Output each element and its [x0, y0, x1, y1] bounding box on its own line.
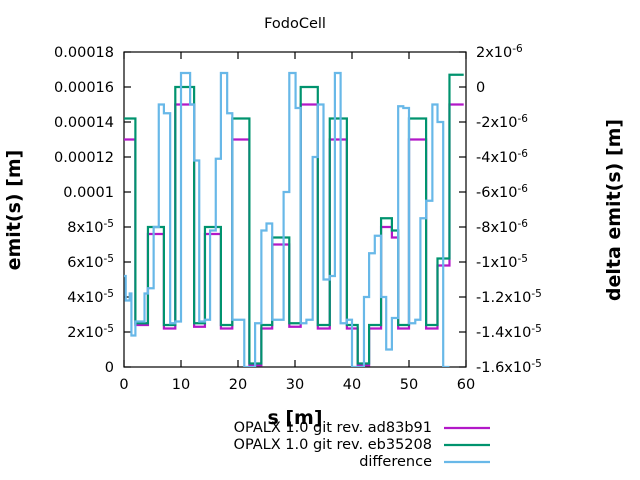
- series-paths: [124, 71, 464, 367]
- x-ticklabel: 10: [172, 377, 190, 393]
- y-ticklabel-left: 0: [105, 360, 114, 376]
- x-ticklabel: 0: [119, 377, 128, 393]
- y-ticklabel-left: 0.00014: [54, 115, 114, 131]
- y-ticklabel-left: 4x10-5: [67, 288, 114, 306]
- y-ticklabel-right: -4x10-6: [476, 148, 528, 166]
- y-ticklabel-right: 0: [476, 80, 485, 96]
- y-axis-label-left: emit(s) [m]: [3, 150, 25, 271]
- y-ticklabel-right: -1.6x10-5: [476, 358, 542, 376]
- series-line-2: [124, 71, 450, 367]
- y-ticklabel-right: -1.4x10-5: [476, 323, 542, 341]
- y-ticklabel-right: -8x10-6: [476, 218, 528, 236]
- legend-label-2: difference: [359, 454, 432, 470]
- y-ticklabel-right: 2x10-6: [476, 43, 523, 61]
- y-ticklabel-left: 0.00018: [54, 45, 114, 61]
- y-ticklabel-right: -2x10-6: [476, 113, 528, 131]
- x-ticklabel: 30: [286, 377, 304, 393]
- y-axis-right-ticks: 2x10-6 0 -2x10-6 -4x10-6 -6x10-6 -8x10-6 -1x10…: [459, 43, 542, 376]
- y-ticklabel-left: 0.00016: [54, 80, 114, 96]
- legend-label-1: OPALX 1.0 git rev. eb35208: [234, 437, 432, 453]
- y-ticklabel-left: 0.00012: [54, 150, 114, 166]
- series-line-1: [124, 73, 464, 365]
- y-ticklabel-left: 0.0001: [63, 185, 114, 201]
- y-ticklabel-right: -6x10-6: [476, 183, 528, 201]
- x-ticklabel: 60: [457, 377, 475, 393]
- series-line-0: [124, 103, 464, 367]
- legend-label-0: OPALX 1.0 git rev. ad83b91: [234, 420, 432, 436]
- y-axis-left-ticks: 0 2x10-5 4x10-5 6x10-5 8x10-5 0.0001 0.00012 0.…: [54, 45, 131, 376]
- x-ticklabel: 20: [229, 377, 247, 393]
- y-ticklabel-right: -1.2x10-5: [476, 288, 542, 306]
- x-ticklabel: 40: [343, 377, 361, 393]
- y-ticklabel-left: 8x10-5: [67, 218, 114, 236]
- y-ticklabel-right: -1x10-5: [476, 253, 528, 271]
- y-ticklabel-left: 6x10-5: [67, 253, 114, 271]
- chart-title: FodoCell: [264, 16, 326, 32]
- x-axis-label: s [m]: [267, 407, 322, 429]
- y-ticklabel-left: 2x10-5: [67, 323, 114, 341]
- y-axis-label-right: delta emit(s) [m]: [603, 119, 625, 301]
- plot-frame: [123, 51, 467, 368]
- x-ticklabel: 50: [400, 377, 418, 393]
- x-axis-ticks: 0 10 20 30 40 50 60: [119, 52, 475, 393]
